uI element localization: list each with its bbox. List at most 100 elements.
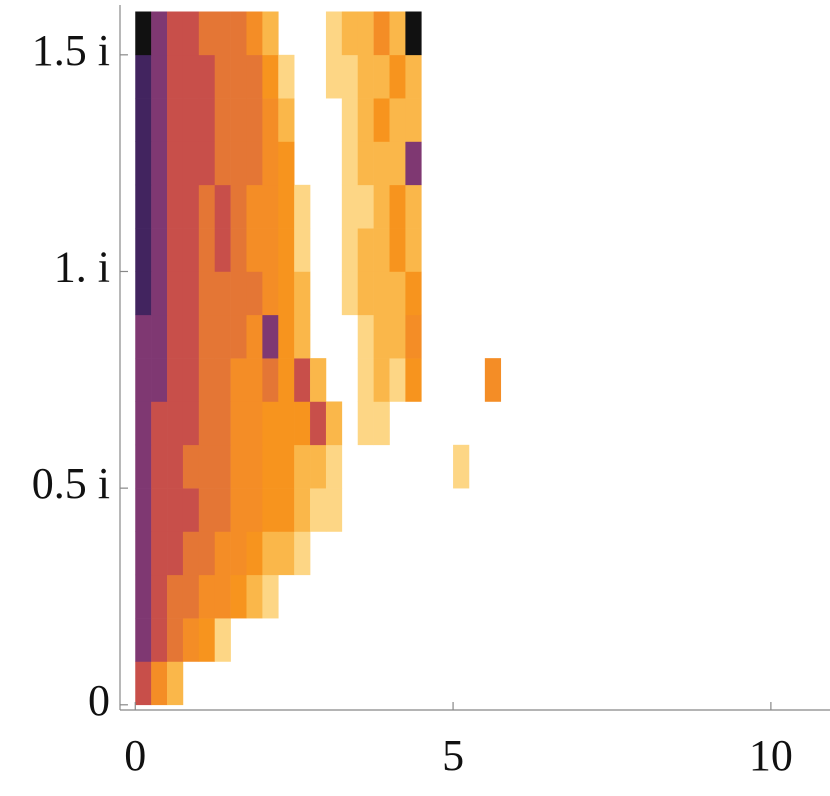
heat-cell	[262, 141, 279, 186]
heat-cell	[151, 314, 168, 359]
heat-cell	[405, 184, 422, 229]
heat-cell	[167, 401, 184, 446]
heat-cell	[389, 271, 406, 316]
heat-cell	[389, 184, 406, 229]
heat-cell	[214, 54, 231, 99]
heat-cell	[135, 661, 152, 706]
heat-cell	[135, 531, 152, 576]
heat-cell	[151, 11, 168, 56]
heat-cell	[167, 531, 184, 576]
y-tick-label: 1. i	[54, 243, 110, 292]
heat-cell	[405, 314, 422, 359]
heat-cell	[214, 98, 231, 142]
heat-cell	[325, 11, 343, 56]
heat-cell	[135, 488, 152, 532]
heat-cell	[389, 141, 406, 186]
y-tick-label: 0	[88, 676, 110, 725]
heat-cell	[214, 531, 231, 576]
heat-cell	[310, 444, 327, 489]
heat-cell	[198, 228, 216, 272]
heat-cell	[182, 574, 200, 619]
heat-cell	[198, 488, 216, 532]
heat-cell	[405, 358, 422, 402]
heat-cell	[182, 444, 200, 489]
heat-cell	[341, 11, 359, 56]
heat-cell	[182, 141, 200, 186]
heat-cell	[294, 358, 311, 402]
heat-cell	[373, 11, 390, 56]
heat-cell	[151, 141, 168, 186]
heat-cell	[246, 271, 263, 316]
heat-cell	[198, 531, 216, 576]
heat-cell	[310, 401, 327, 446]
heat-cell	[389, 228, 406, 272]
heat-cell	[151, 401, 168, 446]
heat-cell	[389, 11, 406, 56]
heat-cell	[278, 401, 295, 446]
heat-cell	[373, 98, 390, 142]
heat-cell	[230, 98, 247, 142]
heat-cell	[405, 54, 422, 99]
heat-cell	[278, 314, 295, 359]
heat-cell	[373, 54, 390, 99]
heat-cell	[151, 661, 168, 706]
heat-cell	[389, 314, 406, 359]
heat-cell	[151, 358, 168, 402]
heat-cell	[246, 401, 263, 446]
heat-cell	[341, 98, 359, 142]
heat-cell	[405, 98, 422, 142]
heat-cell	[214, 488, 231, 532]
heat-cell	[198, 141, 216, 186]
heat-cell	[214, 618, 231, 662]
heat-cell	[357, 314, 374, 359]
heat-cell	[246, 531, 263, 576]
heat-cell	[214, 358, 231, 402]
heat-cell	[357, 401, 374, 446]
heat-cell	[198, 444, 216, 489]
heat-cell	[262, 184, 279, 229]
x-tick-label: 10	[749, 731, 793, 780]
heat-cell	[405, 271, 422, 316]
heat-cell	[151, 98, 168, 142]
heat-cell	[230, 358, 247, 402]
heat-cell	[151, 54, 168, 99]
heat-cell	[135, 271, 152, 316]
heat-cell	[278, 444, 295, 489]
heat-cell	[198, 54, 216, 99]
heat-cell	[167, 574, 184, 619]
heat-cell	[278, 271, 295, 316]
heat-cell	[405, 228, 422, 272]
heat-cell	[278, 54, 295, 99]
heat-cell	[135, 444, 152, 489]
heat-cell	[167, 184, 184, 229]
heat-cell	[198, 11, 216, 56]
heat-cell	[182, 488, 200, 532]
heat-cell	[151, 444, 168, 489]
heat-cell	[373, 271, 390, 316]
heat-cell	[262, 488, 279, 532]
heat-cell	[135, 98, 152, 142]
heat-cell	[278, 358, 295, 402]
heat-cell	[182, 401, 200, 446]
heat-cell	[262, 54, 279, 99]
heat-cell	[198, 401, 216, 446]
heat-cell	[230, 271, 247, 316]
heat-cell	[182, 358, 200, 402]
heat-cell	[278, 98, 295, 142]
y-tick-label: 1.5 i	[32, 26, 110, 75]
heat-cell	[246, 574, 263, 619]
heat-cell	[230, 574, 247, 619]
heat-cell	[182, 271, 200, 316]
heat-cell	[135, 314, 152, 359]
heat-cell	[341, 141, 359, 186]
heat-cell	[151, 184, 168, 229]
heat-cell	[389, 98, 406, 142]
heat-cell	[214, 184, 231, 229]
heat-cell	[325, 54, 343, 99]
heat-cell	[278, 228, 295, 272]
heat-cell	[246, 228, 263, 272]
x-tick-label: 0	[124, 731, 146, 780]
heat-cell	[230, 531, 247, 576]
heat-cell	[389, 358, 406, 402]
